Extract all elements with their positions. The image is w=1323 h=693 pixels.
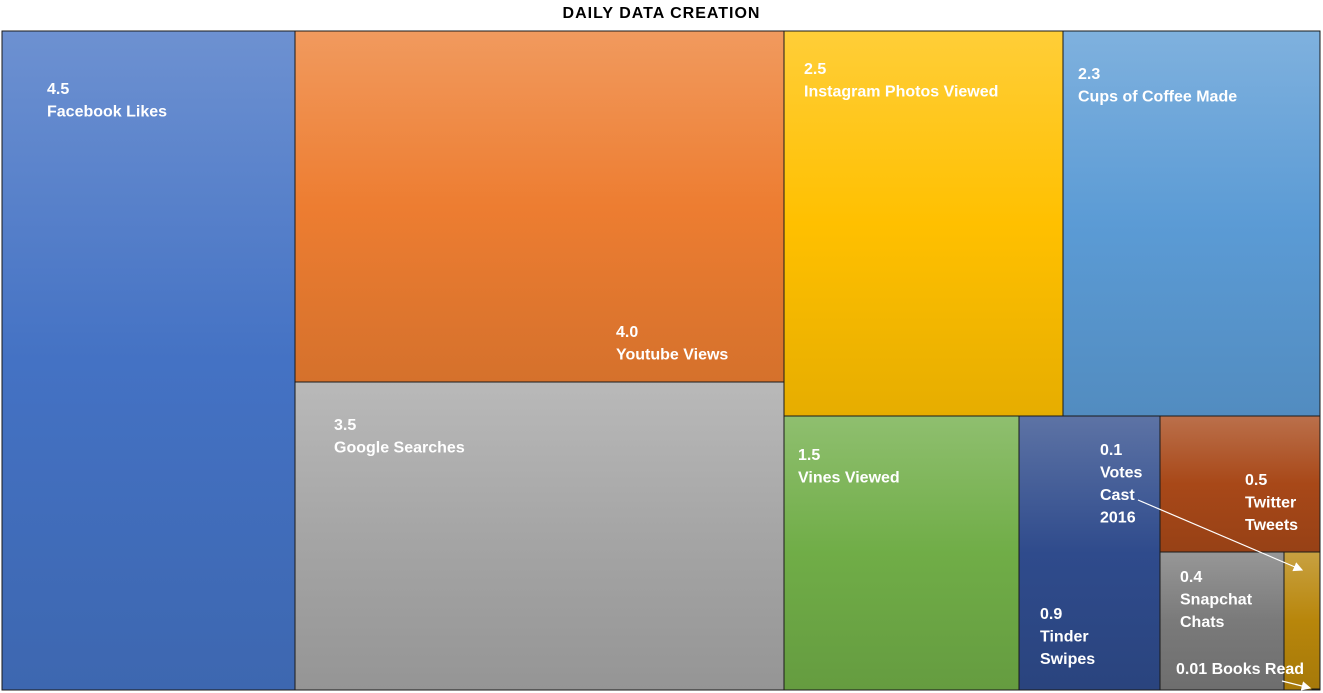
label-google: 3.5 Google Searches [334, 417, 465, 457]
label-snapchat: 0.4 Snapchat Chats [1180, 569, 1253, 631]
votes-leader-arrow [1137, 499, 1304, 572]
tile-snapchat [1159, 551, 1285, 691]
tile-twitter [1159, 415, 1321, 553]
tile-youtube [294, 30, 785, 383]
label-votes: 0.1 Votes Cast 2016 [1100, 442, 1142, 527]
label-youtube: 4.0 Youtube Views [616, 324, 728, 364]
tile-votes [1283, 551, 1321, 691]
label-tinder: 0.9 Tinder Swipes [1040, 606, 1095, 668]
tile-books [1311, 688, 1321, 691]
books-leader-arrow [1281, 680, 1312, 691]
tile-google [294, 381, 785, 691]
chart-title: DAILY DATA CREATION [562, 5, 761, 22]
tile-coffee [1062, 30, 1321, 417]
label-vines: 1.5 Vines Viewed [798, 447, 900, 487]
tile-facebook [1, 30, 296, 691]
label-coffee: 2.3 Cups of Coffee Made [1078, 66, 1237, 106]
label-facebook: 4.5 Facebook Likes [47, 81, 167, 121]
tile-tinder [1018, 415, 1161, 691]
label-twitter: 0.5 Twitter Tweets [1245, 472, 1298, 534]
label-instagram: 2.5 Instagram Photos Viewed [804, 61, 998, 101]
label-books: 0.01 Books Read [1176, 661, 1304, 678]
